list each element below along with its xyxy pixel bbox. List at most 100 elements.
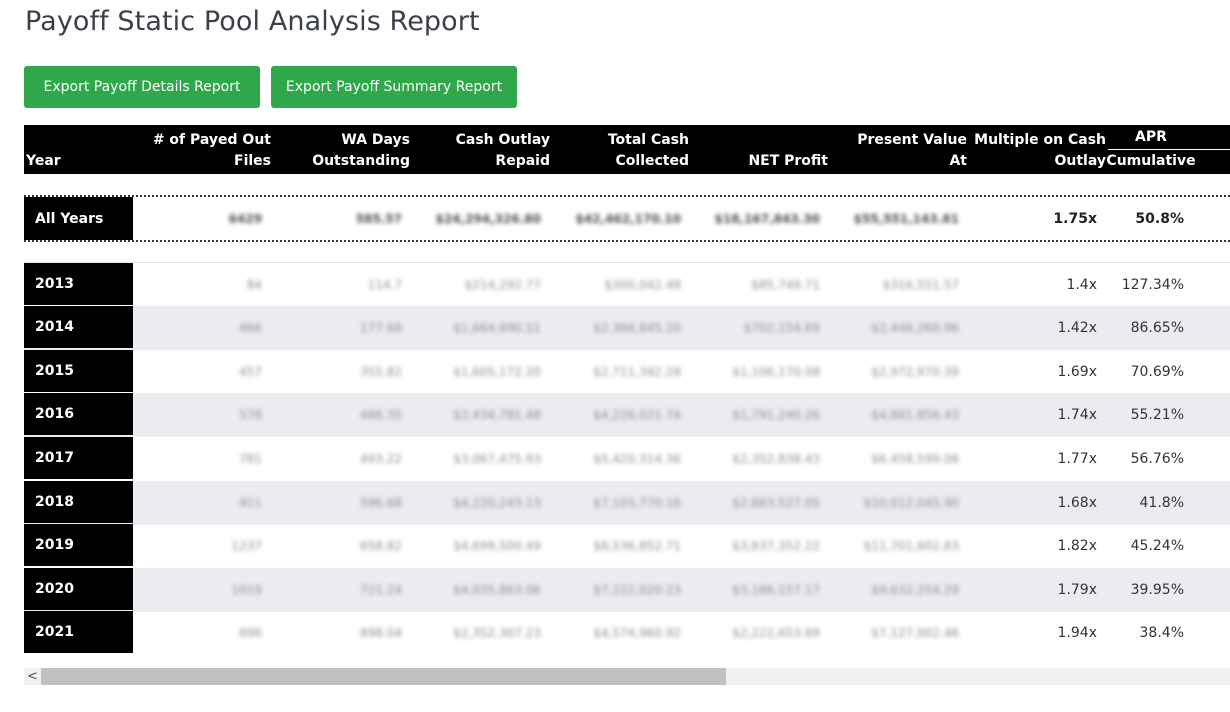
row-pv: $6,458,599.08	[871, 452, 959, 466]
header-wa-days: WA Days Outstanding	[284, 130, 410, 172]
row-apr: 86.65%	[1130, 320, 1184, 336]
all-years-cash-outlay: $24,294,326.80	[435, 212, 541, 226]
row-pv: $11,701,602.83	[863, 539, 959, 553]
row-files: 466	[239, 321, 262, 335]
all-years-total-cash: $42,462,170.10	[575, 212, 681, 226]
row-year: 2017	[24, 437, 133, 479]
header-pv-line1: Present Value At	[857, 132, 967, 169]
header-wa-days-line2: Outstanding	[312, 153, 410, 169]
row-year: 2016	[24, 393, 133, 435]
header-present-value: Present Value At Payoff	[839, 130, 967, 193]
horizontal-scrollbar[interactable]: <	[24, 668, 1230, 685]
table-header: Year # of Payed Out Files WA Days Outsta…	[24, 125, 1230, 190]
payoff-table: Year # of Payed Out Files WA Days Outsta…	[24, 125, 1230, 655]
row-apr: 127.34%	[1121, 277, 1184, 293]
row-wa-days: 177.68	[360, 321, 402, 335]
all-years-pv: $55,551,143.81	[853, 212, 959, 226]
header-multiple: Multiple on Cash Outlay	[974, 130, 1106, 172]
row-wa-days: 493.22	[360, 452, 402, 466]
row-net-profit: $2,222,653.69	[732, 626, 820, 640]
all-years-net-profit: $18,167,843.30	[714, 212, 820, 226]
row-year: 2019	[24, 524, 133, 566]
row-cash-outlay: $3,067,475.93	[453, 452, 541, 466]
header-multiple-line1: Multiple on Cash	[974, 132, 1106, 148]
header-cash-outlay-line2: Repaid	[495, 153, 550, 169]
header-total-cash-line1: Total Cash	[607, 132, 689, 148]
row-year: 2021	[24, 611, 133, 653]
row-net-profit: $85,749.71	[751, 278, 820, 292]
header-net-profit: NET Profit	[748, 153, 828, 169]
table-row: 2016 578 486.35 $2,434,781.48 $4,226,021…	[24, 393, 1230, 437]
all-years-wa-days: 585.57	[355, 212, 402, 226]
all-years-bottom-divider	[24, 240, 1230, 242]
table-row: 2015 457 355.82 $1,605,172.20 $2,711,342…	[24, 350, 1230, 394]
row-net-profit: $3,186,157.17	[732, 583, 820, 597]
row-wa-days: 114.7	[367, 278, 402, 292]
all-years-apr: 50.8%	[1135, 211, 1184, 227]
row-net-profit: $2,352,838.43	[732, 452, 820, 466]
row-pv: $10,012,045.90	[863, 496, 959, 510]
table-row: 2013 84 114.7 $214,292.77 $300,042.48 $8…	[24, 262, 1230, 306]
all-years-top-divider	[24, 195, 1230, 197]
row-pv: $7,127,002.46	[871, 626, 959, 640]
row-net-profit: $2,883,527.05	[732, 496, 820, 510]
row-net-profit: $3,837,352.22	[732, 539, 820, 553]
row-files: 457	[239, 365, 262, 379]
row-pv: $2,446,260.96	[871, 321, 959, 335]
row-multiple: 1.82x	[1057, 538, 1097, 554]
row-multiple: 1.68x	[1057, 495, 1097, 511]
header-payed-out-line2: Files	[234, 153, 271, 169]
row-wa-days: 898.04	[360, 626, 402, 640]
header-multiple-line2: Outlay	[1054, 153, 1106, 169]
header-wa-days-line1: WA Days	[341, 132, 410, 148]
row-total-cash: $300,042.48	[604, 278, 681, 292]
row-files: 911	[239, 496, 262, 510]
header-apr-divider	[1108, 149, 1230, 150]
header-apr: APR	[1135, 129, 1167, 145]
row-files: 781	[239, 452, 262, 466]
row-total-cash: $7,222,020.23	[593, 583, 681, 597]
row-multiple: 1.94x	[1057, 625, 1097, 641]
row-total-cash: $5,420,314.36	[593, 452, 681, 466]
header-total-cash: Total Cash Collected	[564, 130, 689, 172]
page-title: Payoff Static Pool Analysis Report	[25, 6, 480, 37]
row-files: 84	[246, 278, 262, 292]
row-total-cash: $4,574,960.92	[593, 626, 681, 640]
row-total-cash: $8,536,852.71	[593, 539, 681, 553]
scrollbar-thumb[interactable]	[41, 668, 726, 685]
row-pv: $316,551.57	[882, 278, 959, 292]
row-apr: 45.24%	[1130, 538, 1184, 554]
row-cash-outlay: $4,699,500.49	[453, 539, 541, 553]
row-wa-days: 658.82	[360, 539, 402, 553]
row-multiple: 1.77x	[1057, 451, 1097, 467]
all-years-row: All Years 6429 585.57 $24,294,326.80 $42…	[24, 197, 1230, 241]
row-apr: 41.8%	[1139, 495, 1184, 511]
row-cash-outlay: $4,035,863.06	[453, 583, 541, 597]
row-cash-outlay: $2,434,781.48	[453, 408, 541, 422]
table-row: 2020 1019 721.24 $4,035,863.06 $7,222,02…	[24, 568, 1230, 612]
header-payed-out-line1: # of Payed Out	[152, 132, 271, 148]
export-payoff-summary-button[interactable]: Export Payoff Summary Report	[271, 66, 517, 108]
row-wa-days: 596.68	[360, 496, 402, 510]
row-multiple: 1.79x	[1057, 582, 1097, 598]
row-total-cash: $4,226,021.74	[593, 408, 681, 422]
row-year: 2014	[24, 306, 133, 348]
row-apr: 56.76%	[1130, 451, 1184, 467]
row-pv: $2,972,970.39	[871, 365, 959, 379]
export-payoff-details-button[interactable]: Export Payoff Details Report	[24, 66, 260, 108]
scroll-left-arrow-icon[interactable]: <	[27, 669, 38, 684]
header-cash-outlay-line1: Cash Outlay	[455, 132, 550, 148]
header-year: Year	[26, 153, 61, 169]
row-pv: $4,881,856.43	[871, 408, 959, 422]
header-apr-cumulative: Cumulative	[1106, 153, 1196, 169]
row-multiple: 1.4x	[1066, 277, 1097, 293]
row-pv: $9,632,254.29	[871, 583, 959, 597]
row-total-cash: $7,103,770.16	[593, 496, 681, 510]
row-net-profit: $1,791,240.26	[732, 408, 820, 422]
row-files: 696	[239, 626, 262, 640]
row-files: 1237	[231, 539, 262, 553]
row-cash-outlay: $1,664,690.51	[453, 321, 541, 335]
row-net-profit: $702,154.69	[743, 321, 820, 335]
row-year: 2020	[24, 568, 133, 610]
row-wa-days: 721.24	[360, 583, 402, 597]
